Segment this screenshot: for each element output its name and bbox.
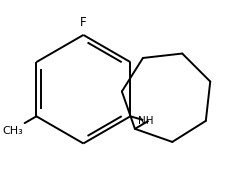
Text: F: F bbox=[80, 16, 86, 29]
Text: NH: NH bbox=[137, 116, 153, 126]
Text: CH₃: CH₃ bbox=[2, 126, 23, 136]
